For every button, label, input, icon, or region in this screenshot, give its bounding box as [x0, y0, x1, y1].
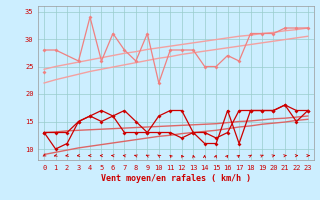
- X-axis label: Vent moyen/en rafales ( km/h ): Vent moyen/en rafales ( km/h ): [101, 174, 251, 183]
